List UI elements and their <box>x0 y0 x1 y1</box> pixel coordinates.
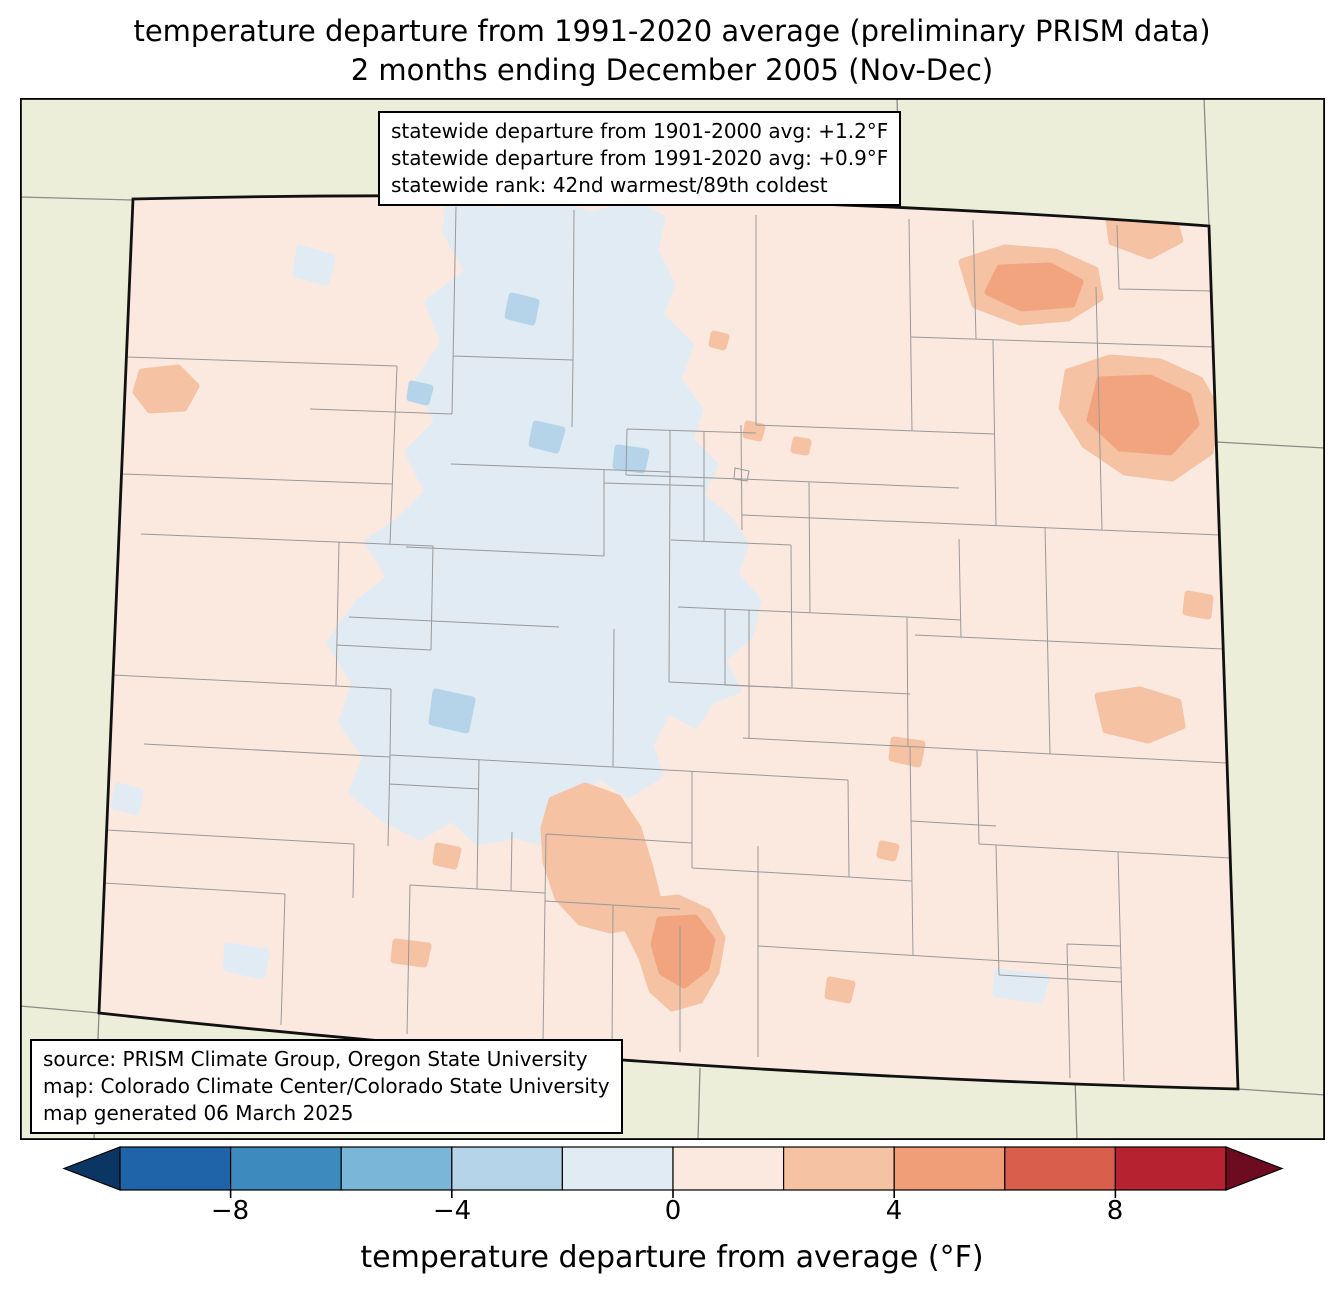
generated-date-line: map generated 06 March 2025 <box>43 1101 354 1125</box>
stats-line-1901-2000: statewide departure from 1901-2000 avg: … <box>391 119 889 143</box>
cool-anomaly-region <box>110 195 1050 1004</box>
colorbar-segment <box>672 1146 785 1191</box>
colorbar-segment <box>340 1146 453 1191</box>
county-boundaries <box>103 206 1231 1082</box>
stats-line-1991-2020: statewide departure from 1991-2020 avg: … <box>391 146 889 170</box>
colorbar-left-arrow <box>62 1146 121 1191</box>
map-frame-border <box>20 98 1325 1140</box>
county-lines-east <box>677 215 1231 1082</box>
colorbar-right-arrow <box>1225 1146 1284 1191</box>
colorbar-tick-label: 4 <box>885 1196 903 1226</box>
page-title-line1: temperature departure from 1991-2020 ave… <box>133 14 1211 48</box>
colorbar-tick-label: −4 <box>432 1196 472 1226</box>
stats-line-rank: statewide rank: 42nd warmest/89th coldes… <box>391 173 828 197</box>
cool-anomaly-core <box>406 292 650 734</box>
colorbar-segment <box>119 1146 232 1191</box>
colorbar-segment <box>451 1146 563 1191</box>
cool-anomaly-light-group <box>110 195 1050 1004</box>
colorbar <box>62 1146 1284 1198</box>
statewide-stats-box: statewide departure from 1901-2000 avg: … <box>378 111 902 206</box>
colorbar-segment <box>782 1146 895 1191</box>
county-lines-southwest <box>103 756 681 1052</box>
colorbar-tick-label: 8 <box>1106 1196 1124 1226</box>
colorado-map-canvas <box>20 98 1325 1140</box>
map-credit-line: map: Colorado Climate Center/Colorado St… <box>43 1074 610 1098</box>
colorbar-tick-marks <box>229 1190 1117 1198</box>
colorbar-segment <box>1004 1146 1116 1191</box>
source-attribution-box: source: PRISM Climate Group, Oregon Stat… <box>30 1039 623 1134</box>
colorbar-segment <box>561 1146 674 1191</box>
warm-anomaly-core <box>650 262 1200 989</box>
county-lines-central <box>112 206 911 878</box>
cool-anomaly-medium-group <box>406 292 650 734</box>
colorbar-axis-label: temperature departure from average (°F) <box>360 1240 984 1275</box>
warm-anomaly-medium-group <box>650 262 1200 989</box>
colorbar-segment <box>893 1146 1006 1191</box>
colorbar-tick-label: −8 <box>210 1196 250 1226</box>
colorbar-segment <box>230 1146 342 1191</box>
colorbar-segment <box>1114 1146 1227 1191</box>
warm-anomaly-light-group <box>132 208 1222 1012</box>
warm-anomaly-region <box>132 208 1222 1012</box>
colorbar-tick-label: 0 <box>664 1196 682 1226</box>
page-title-line2: 2 months ending December 2005 (Nov-Dec) <box>350 53 994 87</box>
source-line: source: PRISM Climate Group, Oregon Stat… <box>43 1047 588 1071</box>
